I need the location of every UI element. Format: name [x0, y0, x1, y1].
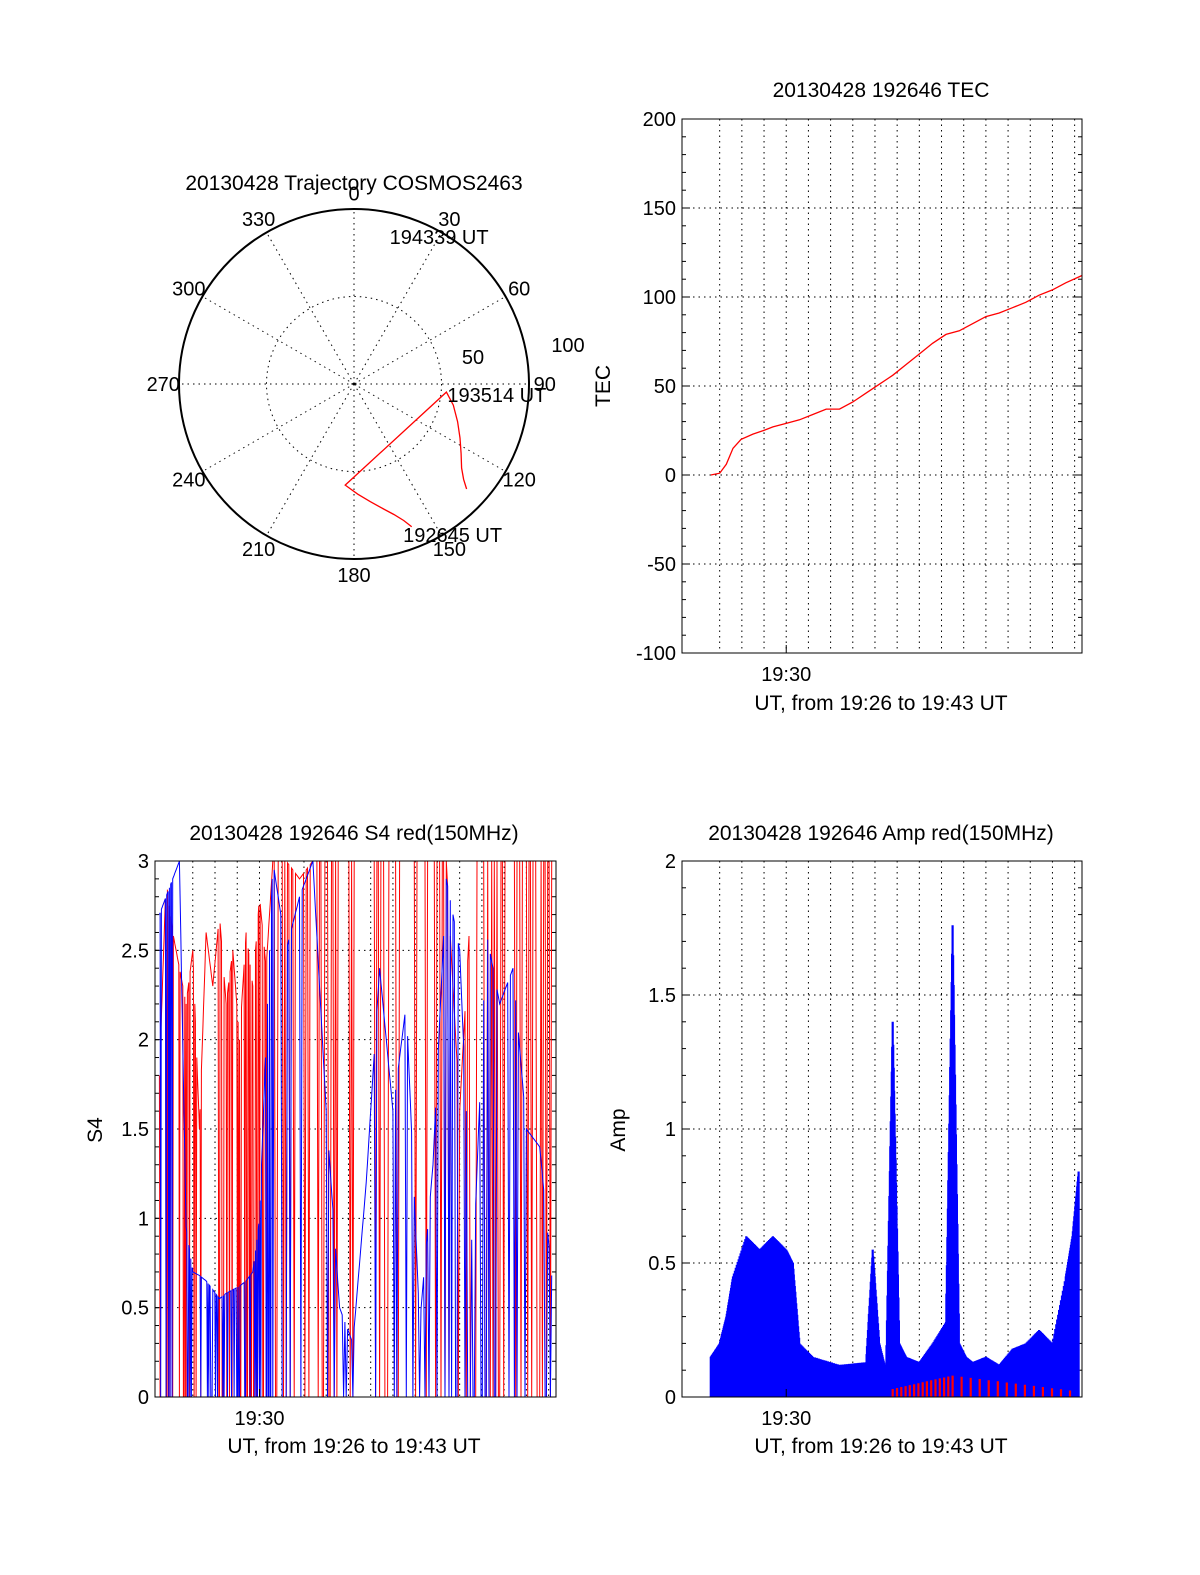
- s4-xlabel: UT, from 19:26 to 19:43 UT: [227, 1435, 480, 1458]
- s4-ylabel: S4: [84, 1117, 107, 1143]
- polar-angle-label: 60: [508, 279, 530, 301]
- polar-angle-label: 0: [348, 183, 359, 205]
- y-tick-label: 100: [643, 287, 676, 309]
- y-tick-label: 0: [665, 1387, 676, 1409]
- polar-angle-label: 90: [534, 374, 556, 396]
- polar-angle-label: 330: [242, 209, 275, 231]
- polar-angle-label: 150: [433, 539, 466, 561]
- y-tick-label: -100: [636, 643, 676, 665]
- y-tick-label: 1.5: [648, 985, 676, 1007]
- polar-outer-circle: [178, 208, 530, 560]
- y-tick-label: 1.5: [121, 1119, 149, 1141]
- trajectory-line: [344, 391, 468, 528]
- polar-angle-label: 30: [438, 209, 460, 231]
- y-tick-label: 1: [138, 1208, 149, 1230]
- polar-trajectory-panel: 20130428 Trajectory COSMOS2463 0 30 60 90 12…: [147, 172, 585, 587]
- amp-title: 20130428 192646 Amp red(150MHz): [708, 822, 1054, 845]
- polar-series: [344, 391, 468, 528]
- data-series: [710, 275, 1082, 476]
- y-tick-label: 2.5: [121, 940, 149, 962]
- data-series: [158, 861, 553, 1397]
- polar-title: 20130428 Trajectory COSMOS2463: [185, 172, 522, 195]
- y-tick-label: 0.5: [648, 1253, 676, 1275]
- amp-plot-area: 2 1.5 1 0.5 0 19:30: [648, 851, 1083, 1430]
- trajectory-time-label: 194339 UT: [390, 227, 489, 249]
- y-tick-label: 2: [138, 1030, 149, 1052]
- polar-angle-label: 120: [503, 469, 536, 491]
- series-group: [709, 925, 1080, 1397]
- y-tick-label: 200: [643, 109, 676, 131]
- polar-ring-50: [266, 296, 442, 472]
- polar-annotations: 194339 UT 193514 UT 192645 UT: [390, 227, 547, 547]
- y-tick-label: 150: [643, 198, 676, 220]
- polar-angle-label: 210: [242, 539, 275, 561]
- y-tick-label: 50: [654, 376, 676, 398]
- amp-xlabel: UT, from 19:26 to 19:43 UT: [754, 1435, 1007, 1458]
- tec-panel: 20130428 192646 TEC 200 150 100 50 0 -50 -100 1…: [592, 79, 1083, 715]
- y-tick-label: 0: [138, 1387, 149, 1409]
- polar-angle-label: 180: [337, 565, 370, 587]
- series-group: [158, 861, 553, 1397]
- plot-frame: [154, 860, 557, 1398]
- amp-panel: 20130428 192646 Amp red(150MHz) 2 1.5 1 0.5…: [607, 822, 1083, 1458]
- y-tick-label: 0.5: [121, 1298, 149, 1320]
- x-tick-label: 19:30: [234, 1408, 284, 1430]
- data-series: [891, 1375, 1072, 1397]
- polar-radial-label: 100: [551, 335, 584, 357]
- trajectory-time-label: 192645 UT: [403, 525, 502, 547]
- y-tick-label: 2: [665, 851, 676, 873]
- tec-xlabel: UT, from 19:26 to 19:43 UT: [754, 692, 1007, 715]
- y-tick-label: 0: [665, 465, 676, 487]
- y-tick-label: 3: [138, 851, 149, 873]
- data-series: [709, 925, 1080, 1397]
- polar-center: [351, 381, 357, 387]
- series-group: [710, 275, 1082, 476]
- trajectory-time-label: 193514 UT: [447, 385, 546, 407]
- polar-angle-label: 240: [172, 469, 205, 491]
- polar-radial-label: 50: [462, 347, 484, 369]
- y-tick-label: 1: [665, 1119, 676, 1141]
- data-series: [158, 861, 553, 1397]
- s4-plot-area: 3 2.5 2 1.5 1 0.5 0 19:30: [121, 851, 557, 1430]
- polar-angle-labels: 0 30 60 90 120 150 180 210 240 270 300 330 50 100: [147, 183, 585, 587]
- polar-angle-label: 270: [147, 374, 180, 396]
- x-tick-label: 19:30: [761, 1408, 811, 1430]
- polar-grid: [178, 208, 530, 560]
- tec-ylabel: TEC: [592, 365, 615, 407]
- plot-frame: [681, 860, 1083, 1398]
- s4-title: 20130428 192646 S4 red(150MHz): [189, 822, 518, 845]
- y-tick-label: -50: [647, 554, 676, 576]
- tec-plot-area: 200 150 100 50 0 -50 -100 19:30: [636, 109, 1083, 686]
- s4-panel: 20130428 192646 S4 red(150MHz) 3 2.5 2 1.5 1…: [84, 822, 557, 1458]
- x-tick-label: 19:30: [761, 664, 811, 686]
- plot-frame: [681, 118, 1083, 654]
- amp-ylabel: Amp: [607, 1108, 630, 1151]
- polar-angle-label: 300: [172, 279, 205, 301]
- tec-title: 20130428 192646 TEC: [773, 79, 990, 102]
